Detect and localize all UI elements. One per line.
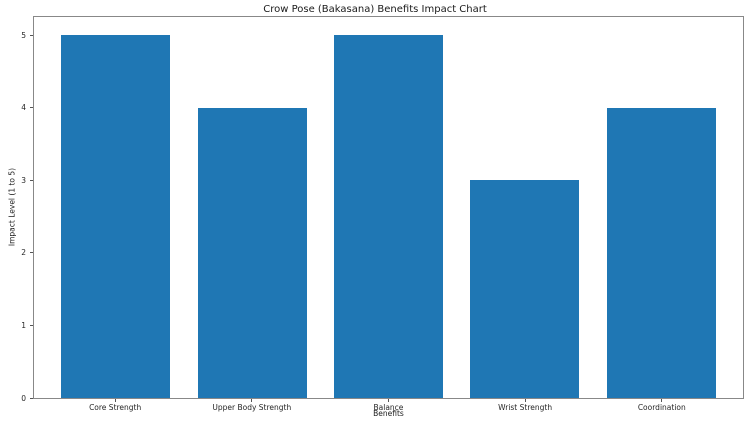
- x-tick-mark: [251, 399, 253, 402]
- y-tick-label: 0: [21, 393, 26, 403]
- x-tick-label: Core Strength: [89, 403, 142, 412]
- bar-4: [606, 107, 716, 398]
- x-tick-label: Balance: [373, 403, 404, 412]
- y-tick-mark: [29, 324, 33, 326]
- x-tick-2: Balance: [334, 399, 443, 412]
- x-tick-3: Wrist Strength: [471, 399, 580, 412]
- x-tick-4: Coordination: [607, 399, 716, 412]
- y-tick-label: 4: [21, 103, 26, 113]
- y-tick-mark: [29, 34, 33, 36]
- bar-3: [470, 180, 580, 398]
- x-axis-label: Benefits: [373, 409, 404, 418]
- y-axis-ticks: 0 1 2 3 4 5: [0, 17, 33, 403]
- y-tick-mark: [29, 179, 33, 181]
- plot-area: [33, 16, 744, 399]
- bar-2: [333, 35, 443, 398]
- x-tick-label: Coordination: [637, 403, 686, 412]
- x-tick-label: Wrist Strength: [498, 403, 553, 412]
- x-tick-mark: [661, 399, 663, 402]
- y-tick-label: 1: [21, 320, 26, 330]
- y-tick-mark: [29, 397, 33, 399]
- x-tick-1: Upper Body Strength: [197, 399, 306, 412]
- y-tick-mark: [29, 107, 33, 109]
- bars: [34, 17, 743, 398]
- bar-0: [61, 35, 171, 398]
- x-tick-0: Core Strength: [61, 399, 170, 412]
- x-tick-mark: [387, 399, 389, 402]
- y-tick-label: 3: [21, 175, 26, 185]
- y-tick-label: 5: [21, 30, 26, 40]
- chart-title: Crow Pose (Bakasana) Benefits Impact Cha…: [263, 4, 487, 15]
- x-axis-ticks: Core Strength Upper Body Strength Balance W…: [33, 399, 744, 412]
- y-tick-label: 2: [21, 248, 26, 258]
- x-tick-mark: [524, 399, 526, 402]
- x-tick-mark: [114, 399, 116, 402]
- bar-1: [197, 107, 307, 398]
- x-tick-label: Upper Body Strength: [212, 403, 292, 412]
- y-tick-mark: [29, 252, 33, 254]
